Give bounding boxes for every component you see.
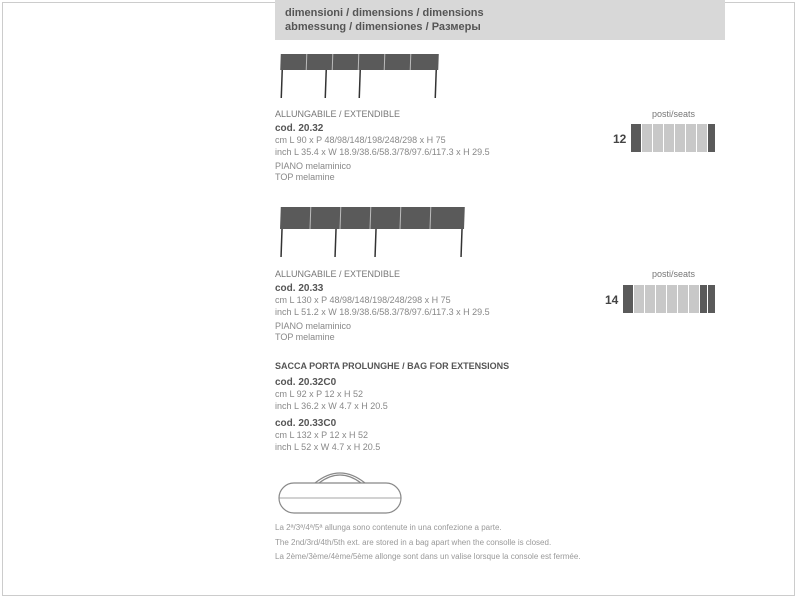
material-1b: TOP melamine	[275, 172, 755, 183]
label-row-1: ALLUNGABILE / EXTENDIBLE posti/seats	[275, 109, 755, 119]
extensions-heading: SACCA PORTA PROLUNGHE / BAG FOR EXTENSIO…	[275, 361, 755, 371]
seats-label-1: posti/seats	[652, 109, 695, 119]
seats-block-2: 14	[623, 285, 715, 313]
bag-drawing	[275, 469, 405, 517]
seats-block-1: 12	[631, 124, 715, 152]
header-line-2: abmessung / dimensiones / Размеры	[285, 20, 715, 34]
footer-3: La 2ème/3ème/4ème/5ème allonge sont dans…	[275, 552, 755, 562]
ext-code-2: cod. 20.33C0	[275, 418, 755, 429]
seats-icon-2	[623, 285, 715, 313]
footer-1: La 2ª/3ª/4ª/5ª allunga sono contenute in…	[275, 523, 755, 533]
label-row-2: ALLUNGABILE / EXTENDIBLE posti/seats	[275, 269, 755, 279]
variant-section-1: ALLUNGABILE / EXTENDIBLE posti/seats 12 …	[275, 48, 755, 183]
type-label-2: ALLUNGABILE / EXTENDIBLE	[275, 269, 400, 279]
table-drawing-1	[275, 48, 445, 103]
ext-inch-1: inch L 36.2 x W 4.7 x H 20.5	[275, 400, 755, 412]
material-1a: PIANO melaminico	[275, 161, 755, 172]
material-2a: PIANO melaminico	[275, 321, 755, 332]
seats-icon-1	[631, 124, 715, 152]
ext-code-1: cod. 20.32C0	[275, 377, 755, 388]
footer-2: The 2nd/3rd/4th/5th ext. are stored in a…	[275, 538, 755, 548]
seats-label-2: posti/seats	[652, 269, 695, 279]
seats-count-1: 12	[613, 132, 626, 146]
seats-count-2: 14	[605, 293, 618, 307]
content-area: ALLUNGABILE / EXTENDIBLE posti/seats 12 …	[275, 48, 755, 562]
material-2b: TOP melamine	[275, 332, 755, 343]
variant-section-2: ALLUNGABILE / EXTENDIBLE posti/seats 14 …	[275, 201, 755, 343]
ext-inch-2: inch L 52 x W 4.7 x H 20.5	[275, 441, 755, 453]
dimensions-header: dimensioni / dimensions / dimensions abm…	[275, 0, 725, 40]
type-label-1: ALLUNGABILE / EXTENDIBLE	[275, 109, 400, 119]
table-drawing-2	[275, 201, 471, 263]
ext-cm-2: cm L 132 x P 12 x H 52	[275, 429, 755, 441]
ext-cm-1: cm L 92 x P 12 x H 52	[275, 388, 755, 400]
header-line-1: dimensioni / dimensions / dimensions	[285, 6, 715, 20]
